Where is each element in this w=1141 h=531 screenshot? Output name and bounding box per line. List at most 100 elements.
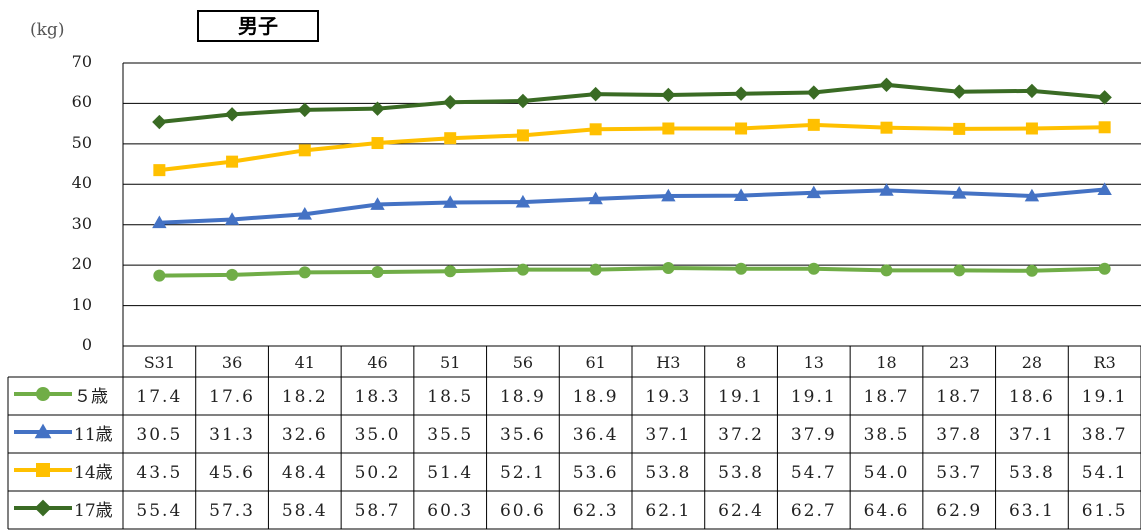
data-label: 17.4 <box>136 387 182 407</box>
data-label: 55.4 <box>136 501 182 521</box>
data-point <box>516 263 529 276</box>
x-tick-label: 56 <box>513 353 533 372</box>
data-point <box>953 264 966 277</box>
series-line <box>159 122 1105 173</box>
x-tick-label: 28 <box>1022 353 1042 372</box>
legend-label: 11歳 <box>74 425 113 445</box>
x-tick-label: 46 <box>367 353 387 372</box>
data-point <box>879 183 894 196</box>
data-point <box>226 155 239 168</box>
data-point <box>444 132 457 145</box>
data-label: 18.2 <box>282 387 328 407</box>
y-tick-label: 50 <box>71 132 92 152</box>
data-point <box>1097 90 1112 105</box>
data-label: 57.3 <box>209 501 255 521</box>
data-point <box>516 129 529 142</box>
data-point <box>952 185 967 199</box>
data-label: 53.6 <box>573 463 619 483</box>
data-point <box>152 215 167 229</box>
y-tick-label: 0 <box>81 335 92 354</box>
y-tick-label: 60 <box>71 92 92 112</box>
data-point <box>224 212 240 225</box>
data-label: 58.4 <box>282 501 328 521</box>
data-point <box>370 101 385 116</box>
data-label: 61.5 <box>1082 501 1128 521</box>
y-tick-label: 40 <box>71 173 92 193</box>
data-label: 35.6 <box>500 425 546 445</box>
data-label: 43.5 <box>136 463 182 483</box>
data-point <box>661 188 676 202</box>
data-point <box>662 261 675 274</box>
data-label: 38.5 <box>864 425 910 445</box>
data-point <box>807 262 820 275</box>
data-label: 60.3 <box>427 501 473 521</box>
data-label: 18.7 <box>864 387 910 407</box>
data-point <box>1025 264 1038 277</box>
data-label: 53.8 <box>645 463 691 483</box>
data-point <box>515 93 531 109</box>
legend-marker <box>34 423 52 439</box>
data-label: 48.4 <box>282 463 328 483</box>
x-tick-label: 18 <box>876 353 896 372</box>
legend-label: 14歳 <box>74 463 113 483</box>
x-tick-label: R3 <box>1094 353 1116 372</box>
data-label: 52.1 <box>500 463 546 483</box>
data-label: 38.7 <box>1082 425 1128 445</box>
data-label: 19.3 <box>645 387 691 407</box>
data-point <box>879 77 894 93</box>
x-tick-label: 36 <box>222 353 242 372</box>
x-tick-label: 61 <box>585 353 605 372</box>
data-point <box>735 262 748 275</box>
data-label: 53.7 <box>936 463 982 483</box>
series-line <box>159 82 1105 125</box>
data-point <box>297 102 312 118</box>
data-point <box>444 265 457 278</box>
data-label: 37.1 <box>1009 425 1055 445</box>
series-line <box>159 187 1105 225</box>
legend-marker <box>36 387 50 401</box>
data-label: 32.6 <box>282 425 328 445</box>
data-label: 37.1 <box>645 425 691 445</box>
y-tick-label: 30 <box>71 213 92 233</box>
legend-label: ５歳 <box>74 387 108 407</box>
data-point <box>806 85 821 100</box>
data-point <box>515 194 531 208</box>
data-point <box>224 107 240 122</box>
x-tick-label: H3 <box>656 353 680 372</box>
data-label: 45.6 <box>209 463 255 483</box>
data-label: 54.7 <box>791 463 837 483</box>
data-point <box>733 188 749 202</box>
data-label: 30.5 <box>136 425 182 445</box>
data-label: 54.0 <box>864 463 910 483</box>
data-point <box>953 122 966 135</box>
data-label: 19.1 <box>718 387 764 407</box>
data-label: 51.4 <box>427 463 473 483</box>
data-point <box>952 84 967 99</box>
chart-title-box: 男子 <box>197 10 319 42</box>
data-label: 19.1 <box>791 387 837 407</box>
x-tick-label: S31 <box>144 353 175 372</box>
data-label: 18.9 <box>500 387 546 407</box>
data-label: 62.3 <box>573 501 619 521</box>
data-point <box>226 268 239 281</box>
data-label: 62.7 <box>791 501 837 521</box>
data-label: 60.6 <box>500 501 546 521</box>
y-tick-label: 70 <box>71 52 92 71</box>
data-point <box>880 264 893 277</box>
data-label: 36.4 <box>573 425 619 445</box>
data-point <box>297 207 312 220</box>
data-point <box>443 195 458 208</box>
data-label: 53.8 <box>718 463 764 483</box>
y-axis-unit-label: (kg) <box>30 20 65 40</box>
data-label: 35.0 <box>355 425 401 445</box>
data-point <box>589 123 602 136</box>
data-point <box>370 197 385 210</box>
data-label: 58.7 <box>355 501 401 521</box>
data-point <box>733 86 749 101</box>
data-label: 19.1 <box>1082 387 1128 407</box>
data-label: 37.8 <box>936 425 982 445</box>
data-point <box>662 122 675 135</box>
data-label: 18.9 <box>573 387 619 407</box>
x-tick-label: 51 <box>440 353 460 372</box>
